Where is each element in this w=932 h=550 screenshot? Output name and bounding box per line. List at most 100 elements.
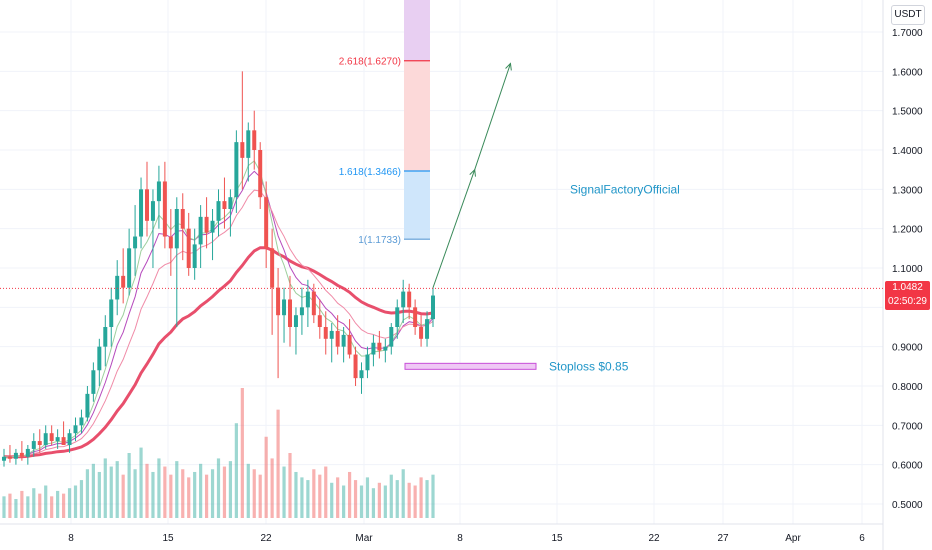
price-tick-label: 1.1000 xyxy=(892,264,923,275)
price-tick-label: 0.6000 xyxy=(892,461,923,472)
candle-body xyxy=(7,456,12,459)
candle-body xyxy=(37,441,42,445)
candle-body xyxy=(139,189,144,237)
candle-body xyxy=(431,295,435,320)
volume-bar xyxy=(347,471,352,518)
candle-body xyxy=(91,370,96,394)
candle-body xyxy=(55,437,60,442)
volume-bar xyxy=(145,463,149,518)
volume-bar xyxy=(216,458,221,518)
price-tick-label: 1.5000 xyxy=(892,107,923,118)
candle-body xyxy=(383,346,388,351)
volume-bar xyxy=(282,466,286,518)
volume-bar xyxy=(258,474,262,518)
volume-bar xyxy=(157,458,161,518)
price-tick-label: 1.4000 xyxy=(892,146,923,157)
time-tick-label: Mar xyxy=(355,533,373,544)
candle-body xyxy=(61,437,66,445)
volume-bar xyxy=(20,490,24,518)
volume-bar xyxy=(121,474,125,518)
candle-body xyxy=(180,209,185,229)
fib-level-label: 1(1.1733) xyxy=(358,235,401,246)
candle-body xyxy=(228,197,233,209)
candle-body xyxy=(115,275,120,300)
volume-bar xyxy=(73,485,78,518)
time-tick-label: 8 xyxy=(68,533,74,544)
volume-bar xyxy=(133,469,137,518)
volume-bar xyxy=(336,477,340,518)
time-tick-label: 22 xyxy=(648,533,660,544)
volume-bar xyxy=(312,469,316,518)
candle-body xyxy=(335,330,340,347)
candle-body xyxy=(204,216,209,233)
volume-bar xyxy=(276,409,280,518)
projection-path xyxy=(432,63,511,288)
candle-body xyxy=(299,307,304,316)
price-tick-label: 0.5000 xyxy=(892,500,923,511)
time-tick-label: 6 xyxy=(859,533,865,544)
candle-body xyxy=(288,299,292,327)
volume-bar xyxy=(270,458,274,518)
candle-body xyxy=(389,327,394,347)
candle-body xyxy=(222,201,227,209)
candle-countdown: 02:50:29 xyxy=(888,296,927,307)
candle-body xyxy=(246,130,251,158)
candle-body xyxy=(401,291,406,308)
volume-bar xyxy=(324,466,328,518)
volume-bar xyxy=(401,469,405,518)
volume-bar xyxy=(240,388,244,518)
price-tick-label: 1.6000 xyxy=(892,67,923,78)
volume-bar xyxy=(342,485,346,518)
volume-bar xyxy=(8,493,12,518)
candle-body xyxy=(97,346,102,371)
candle-body xyxy=(186,228,191,268)
time-tick-label: 8 xyxy=(457,533,463,544)
volume-bar xyxy=(252,469,256,518)
volume-bar xyxy=(264,436,268,518)
fib-zone-above-2618 xyxy=(404,0,430,61)
candle-body xyxy=(49,433,54,442)
price-tick-label: 1.2000 xyxy=(892,225,923,236)
projection-arrowhead xyxy=(469,168,476,177)
candle-body xyxy=(192,244,197,268)
time-tick-label: 15 xyxy=(162,533,174,544)
volume-bar xyxy=(193,471,197,518)
volume-bar xyxy=(175,461,179,518)
volume-bar xyxy=(139,447,143,518)
volume-bar xyxy=(127,453,131,518)
stoploss-zone xyxy=(404,362,537,370)
candle-body xyxy=(323,327,328,339)
fib-zone-1-to-1618 xyxy=(404,171,430,240)
candle-body xyxy=(13,452,18,459)
candle-body xyxy=(103,327,108,347)
time-tick-label: 15 xyxy=(551,533,563,544)
volume-bar xyxy=(32,488,36,518)
candle-body xyxy=(311,291,316,316)
fib-level-label: 1.618(1.3466) xyxy=(339,167,401,178)
volume-bar xyxy=(395,480,399,518)
volume-bar xyxy=(56,490,60,518)
candle-body xyxy=(270,248,275,288)
candle-body xyxy=(156,181,161,202)
volume-bar xyxy=(38,493,42,518)
candle-body xyxy=(109,299,114,327)
volume-bar xyxy=(359,485,364,518)
price-tick-label: 0.7000 xyxy=(892,421,923,432)
candle-body xyxy=(2,456,6,461)
candle-body xyxy=(198,216,203,245)
candle-body xyxy=(413,307,418,327)
time-tick-label: 22 xyxy=(260,533,272,544)
volume-bar xyxy=(413,485,417,518)
volume-bar xyxy=(294,471,298,518)
candle-body xyxy=(359,370,364,379)
candle-body xyxy=(162,181,167,237)
candle-body xyxy=(240,142,245,158)
stoploss-label: Stoploss $0.85 xyxy=(549,359,629,373)
candle-body xyxy=(121,275,126,288)
volume-bar xyxy=(306,480,310,518)
volume-bar xyxy=(91,463,95,518)
candle-body xyxy=(168,236,173,249)
candle-body xyxy=(419,327,424,339)
fib-zone-1618-to-2618 xyxy=(404,60,430,172)
